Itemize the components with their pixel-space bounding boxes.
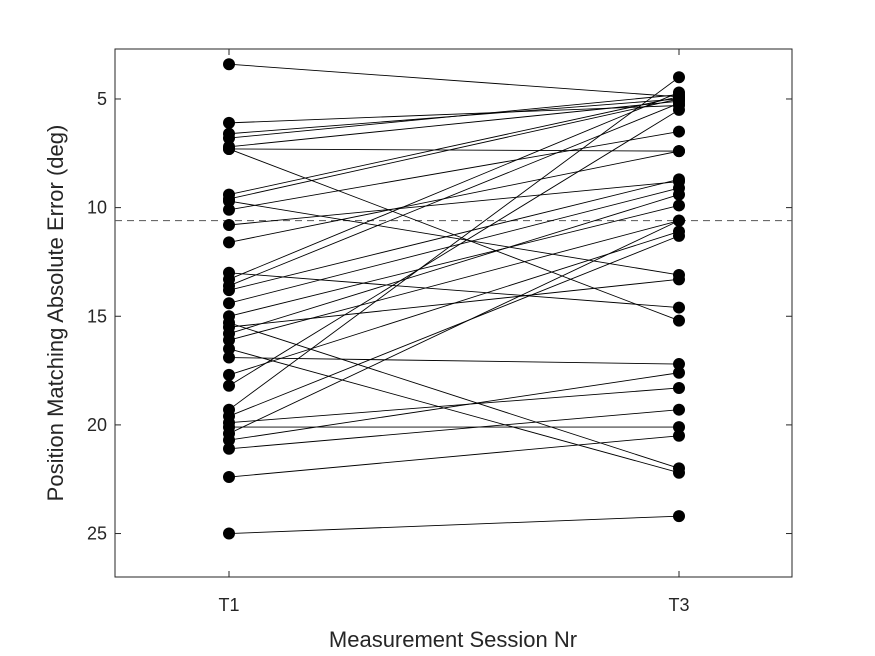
subject-line xyxy=(228,109,680,387)
subject-line xyxy=(228,220,680,341)
subject-line xyxy=(228,435,680,478)
subject-line xyxy=(228,348,680,474)
point-t3 xyxy=(673,421,685,434)
point-t3 xyxy=(673,403,685,416)
subject-line xyxy=(228,96,680,196)
point-t3 xyxy=(673,358,685,371)
point-t3 xyxy=(673,188,685,201)
pair-lines xyxy=(228,63,680,534)
point-t3 xyxy=(673,301,685,314)
y-axis-label: Position Matching Absolute Error (deg) xyxy=(43,125,68,502)
point-t3 xyxy=(673,71,685,84)
point-t3 xyxy=(673,229,685,242)
point-t1 xyxy=(223,434,235,447)
point-t3 xyxy=(673,314,685,327)
subject-line xyxy=(228,63,680,98)
subject-line xyxy=(228,94,680,139)
point-t1 xyxy=(223,219,235,231)
point-t3 xyxy=(673,273,685,286)
subject-line xyxy=(228,98,680,200)
point-t1 xyxy=(223,442,235,455)
subject-line xyxy=(228,150,680,243)
data-points xyxy=(223,58,685,540)
y-tick-label: 25 xyxy=(87,524,107,544)
point-t1 xyxy=(223,379,235,392)
point-t3 xyxy=(673,173,685,186)
subject-line xyxy=(228,178,680,291)
point-t3 xyxy=(673,86,685,99)
y-tick-label: 5 xyxy=(97,89,107,109)
x-axis-ticks: T1 T3 xyxy=(218,49,690,615)
subject-line xyxy=(228,272,680,309)
point-t3 xyxy=(673,366,685,379)
x-tick-label: T1 xyxy=(218,595,239,615)
point-t3 xyxy=(673,466,685,479)
subject-line xyxy=(228,148,680,152)
subject-line xyxy=(228,322,680,469)
subject-line xyxy=(228,102,680,287)
y-tick-label: 10 xyxy=(87,198,107,218)
point-t3 xyxy=(673,429,685,442)
subject-line xyxy=(228,200,680,276)
point-t1 xyxy=(223,334,235,347)
subject-line xyxy=(228,387,680,424)
point-t1 xyxy=(223,116,235,129)
x-tick-label: T3 xyxy=(668,595,689,615)
point-t3 xyxy=(673,214,685,227)
subject-line xyxy=(228,181,680,226)
subject-line xyxy=(228,357,680,365)
point-t1 xyxy=(223,203,235,216)
subject-line xyxy=(228,220,680,434)
subject-line xyxy=(228,92,680,280)
point-t1 xyxy=(223,342,235,355)
subject-line xyxy=(228,372,680,441)
subject-line xyxy=(228,187,680,304)
subject-line xyxy=(228,515,680,534)
y-axis-ticks: 5 10 15 20 25 xyxy=(87,89,792,544)
point-t3 xyxy=(673,510,685,523)
point-t1 xyxy=(223,142,235,155)
point-t1 xyxy=(223,58,235,71)
point-t3 xyxy=(673,125,685,138)
y-tick-label: 15 xyxy=(87,306,107,326)
plot-area xyxy=(114,48,793,578)
subject-line xyxy=(228,205,680,317)
point-t1 xyxy=(223,471,235,484)
subject-line xyxy=(228,231,680,376)
point-t1 xyxy=(223,527,235,540)
x-axis-label: Measurement Session Nr xyxy=(329,627,577,652)
point-t3 xyxy=(673,381,685,394)
point-t1 xyxy=(223,284,235,297)
point-t3 xyxy=(673,103,685,116)
subject-line xyxy=(228,76,680,411)
point-t1 xyxy=(223,351,235,364)
subject-line xyxy=(228,131,680,211)
point-t1 xyxy=(223,236,235,249)
y-tick-label: 20 xyxy=(87,415,107,435)
point-t3 xyxy=(673,199,685,212)
subject-line xyxy=(228,194,680,335)
point-t1 xyxy=(223,195,235,208)
subject-line xyxy=(228,409,680,450)
point-t1 xyxy=(223,132,235,145)
point-t1 xyxy=(223,368,235,381)
subject-line xyxy=(228,235,680,417)
point-t3 xyxy=(673,145,685,158)
point-t1 xyxy=(223,297,235,310)
subject-line xyxy=(228,100,680,148)
